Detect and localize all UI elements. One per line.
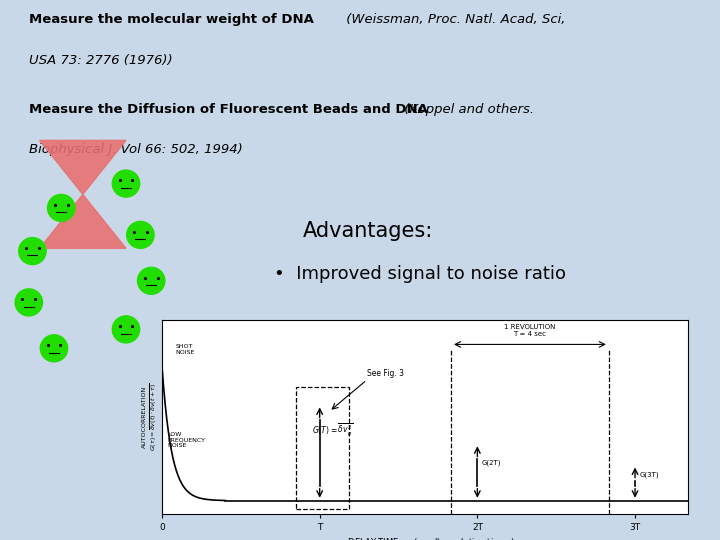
Text: •  Improved signal to noise ratio: • Improved signal to noise ratio <box>274 265 566 282</box>
Y-axis label: AUTOCORRELATION
$G(\tau) = \overline{\delta v(t) \cdot \delta v(t+\tau)}$: AUTOCORRELATION $G(\tau) = \overline{\de… <box>142 382 159 451</box>
Text: G(3T): G(3T) <box>639 472 659 478</box>
Text: (Koppel and others.: (Koppel and others. <box>400 103 534 116</box>
Ellipse shape <box>40 335 68 362</box>
Text: See Fig. 3: See Fig. 3 <box>367 369 404 378</box>
Ellipse shape <box>138 267 165 294</box>
Text: $G(T) = \overline{\delta v_p^2}$: $G(T) = \overline{\delta v_p^2}$ <box>312 421 353 438</box>
Text: Advantages:: Advantages: <box>302 221 433 241</box>
Text: G(2T): G(2T) <box>482 460 501 466</box>
Ellipse shape <box>112 316 140 343</box>
Text: USA 73: 2776 (1976)): USA 73: 2776 (1976)) <box>29 54 172 67</box>
Text: Biophysical J. Vol 66: 502, 1994): Biophysical J. Vol 66: 502, 1994) <box>29 143 243 156</box>
Text: Measure the Diffusion of Fluorescent Beads and DNA: Measure the Diffusion of Fluorescent Bea… <box>29 103 428 116</box>
Ellipse shape <box>19 238 46 265</box>
Ellipse shape <box>15 289 42 316</box>
Text: SHOT
NOISE: SHOT NOISE <box>175 345 194 355</box>
Text: Measure the molecular weight of DNA: Measure the molecular weight of DNA <box>29 14 314 26</box>
Text: 1 REVOLUTION
T = 4 sec: 1 REVOLUTION T = 4 sec <box>504 325 556 338</box>
X-axis label: $\rightarrow$ DELAY TIME, $\tau$  (n cell revolution times): $\rightarrow$ DELAY TIME, $\tau$ (n cell… <box>335 536 515 540</box>
Text: (Weissman, Proc. Natl. Acad, Sci,: (Weissman, Proc. Natl. Acad, Sci, <box>342 14 565 26</box>
Ellipse shape <box>48 194 75 221</box>
Ellipse shape <box>127 221 154 248</box>
Text: LOW
FREQUENCY
NOISE: LOW FREQUENCY NOISE <box>167 431 205 448</box>
Polygon shape <box>40 140 126 194</box>
Ellipse shape <box>112 170 140 197</box>
Polygon shape <box>40 194 126 248</box>
